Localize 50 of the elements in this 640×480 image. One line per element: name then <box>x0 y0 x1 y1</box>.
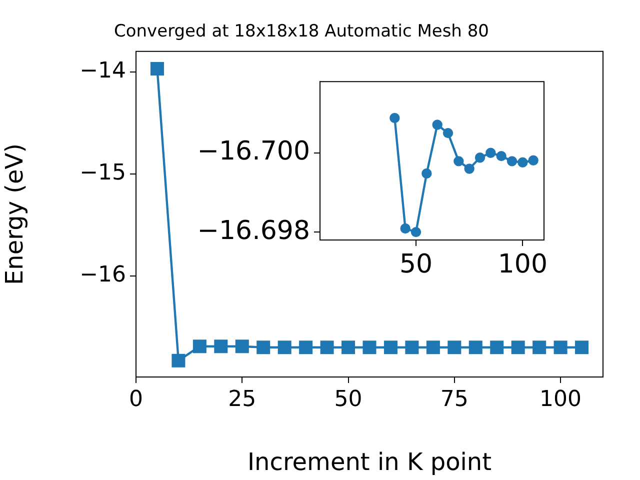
point <box>172 354 186 368</box>
x-tick-label: 100 <box>498 249 548 280</box>
point <box>575 340 589 354</box>
y-tick-label: −16 <box>80 262 126 288</box>
point <box>410 226 422 238</box>
point <box>278 340 292 354</box>
point <box>192 340 206 354</box>
point <box>432 120 442 130</box>
point <box>235 340 249 354</box>
point <box>454 156 464 166</box>
point <box>405 340 419 354</box>
point <box>464 164 474 174</box>
y-tick-label: −14 <box>80 58 126 84</box>
point <box>150 62 164 76</box>
x-tick-label: 75 <box>440 386 468 412</box>
y-tick-label: −16.700 <box>197 136 310 167</box>
x-tick-label: 50 <box>399 249 433 280</box>
x-tick-label: 25 <box>228 386 256 412</box>
y-tick-label: −15 <box>80 160 126 186</box>
point <box>448 340 462 354</box>
point <box>468 340 482 354</box>
point <box>422 168 432 179</box>
point <box>528 155 538 166</box>
point <box>214 340 228 354</box>
point <box>384 340 398 354</box>
x-tick-label: 100 <box>540 386 582 412</box>
point <box>532 340 546 354</box>
point <box>299 340 313 354</box>
x-tick-label: 0 <box>129 386 143 412</box>
point <box>474 152 486 163</box>
point <box>486 148 496 158</box>
point <box>362 340 376 354</box>
chart-title: Converged at 18x18x18 Automatic Mesh 80 <box>114 22 489 42</box>
x-axis-title: Increment in K point <box>247 448 492 476</box>
point <box>490 340 504 354</box>
point <box>320 340 334 354</box>
point <box>511 340 525 354</box>
y-axis-title: Energy (eV) <box>0 143 29 285</box>
point <box>342 340 356 354</box>
x-tick-label: 50 <box>334 386 362 412</box>
point <box>400 223 410 234</box>
point <box>554 340 568 354</box>
point <box>256 340 270 354</box>
y-tick-label: −16.698 <box>197 216 310 246</box>
point <box>426 340 440 354</box>
point <box>518 157 528 168</box>
point <box>442 128 454 138</box>
point <box>506 156 518 166</box>
point <box>496 150 506 162</box>
point <box>390 112 400 124</box>
